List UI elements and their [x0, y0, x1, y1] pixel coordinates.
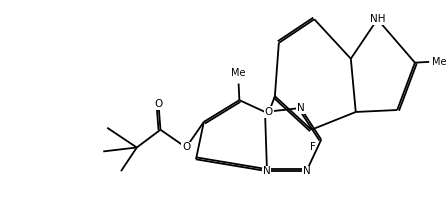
Text: O: O — [182, 143, 190, 152]
Text: Me: Me — [231, 68, 246, 79]
Text: Me: Me — [431, 57, 446, 67]
Text: N: N — [302, 166, 310, 176]
Text: O: O — [265, 107, 273, 117]
Text: O: O — [155, 99, 163, 109]
Text: N: N — [263, 166, 271, 176]
Text: F: F — [310, 141, 316, 152]
Text: N: N — [297, 103, 304, 113]
Text: NH: NH — [370, 14, 385, 24]
